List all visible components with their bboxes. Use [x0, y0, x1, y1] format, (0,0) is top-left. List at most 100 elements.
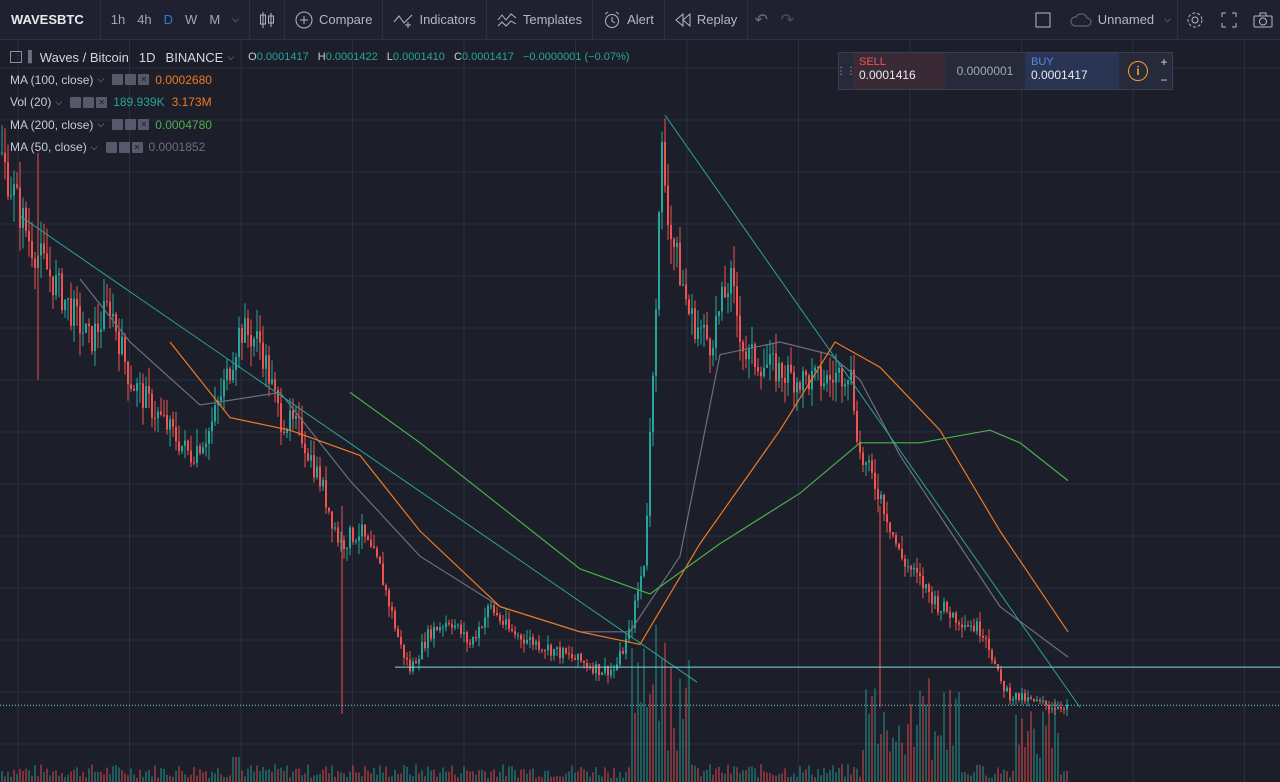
- volume-bar: [628, 767, 630, 782]
- gear-icon[interactable]: [125, 74, 137, 86]
- info-button[interactable]: i: [1119, 53, 1157, 89]
- candle-body: [313, 455, 315, 478]
- candle-body: [925, 584, 927, 589]
- volume-bar: [907, 724, 909, 782]
- drag-handle-icon[interactable]: ⋮⋮: [836, 65, 856, 77]
- volume-bar: [565, 773, 567, 782]
- volume-bar: [250, 765, 252, 782]
- buy-button[interactable]: BUY 0.0001417: [1025, 53, 1119, 89]
- timeframe-w[interactable]: W: [185, 12, 198, 27]
- redo-icon[interactable]: ↷: [780, 11, 794, 29]
- candle-body: [619, 651, 621, 665]
- eye-icon[interactable]: [105, 141, 117, 153]
- chevron-down-icon[interactable]: ⌵: [90, 141, 98, 152]
- compare-button[interactable]: Compare: [285, 0, 382, 39]
- volume-bar: [802, 772, 804, 782]
- candle-body: [268, 355, 270, 384]
- candle-body: [781, 362, 783, 378]
- indicator-name[interactable]: MA (200, close): [10, 117, 94, 132]
- candles-icon[interactable]: [250, 0, 284, 39]
- indicators-button[interactable]: Indicators: [383, 0, 485, 39]
- chevron-down-icon[interactable]: ⌵: [97, 74, 105, 85]
- volume-bar: [28, 770, 30, 782]
- indicator-legend-vol: Vol (20) ⌵ ✕ 189.939K 3.173M: [10, 91, 635, 114]
- select-layout-icon[interactable]: [1026, 0, 1060, 39]
- chevron-down-icon[interactable]: ⌵: [232, 14, 239, 24]
- candle-body: [343, 540, 345, 550]
- camera-icon[interactable]: [1246, 0, 1280, 39]
- close-icon[interactable]: ✕: [96, 96, 108, 108]
- undo-icon[interactable]: ↶: [754, 11, 768, 29]
- candle-body: [1066, 704, 1068, 710]
- replay-button[interactable]: Replay: [665, 0, 747, 39]
- volume-bar: [583, 769, 585, 782]
- indicator-name[interactable]: Vol (20): [10, 95, 52, 110]
- volume-bar: [253, 771, 255, 782]
- timeframe-m[interactable]: M: [209, 12, 221, 27]
- volume-bar: [220, 774, 222, 782]
- chevron-down-icon[interactable]: ⌵: [227, 51, 235, 62]
- volume-bar: [643, 648, 645, 782]
- volume-bar: [382, 772, 384, 782]
- timeframe-4h[interactable]: 4h: [137, 12, 152, 27]
- templates-icon: [497, 12, 517, 27]
- candle-body: [895, 535, 897, 544]
- volume-bar: [196, 775, 198, 782]
- volume-bar: [160, 768, 162, 782]
- volume-bar: [778, 774, 780, 782]
- price-chart[interactable]: [0, 40, 1280, 782]
- candle-body: [988, 638, 990, 651]
- gear-icon[interactable]: [83, 96, 95, 108]
- minus-button[interactable]: −: [1160, 73, 1168, 87]
- gear-icon[interactable]: [125, 119, 137, 131]
- plus-button[interactable]: +: [1160, 55, 1168, 69]
- layout-name-button[interactable]: Unnamed ⌵: [1060, 0, 1177, 39]
- candle-body: [97, 323, 99, 332]
- candle-body: [40, 243, 42, 256]
- collapse-icon[interactable]: [10, 51, 22, 64]
- close-icon[interactable]: ✕: [138, 74, 150, 86]
- divider: [284, 0, 285, 39]
- eye-icon[interactable]: [70, 96, 82, 108]
- indicator-value: 0.0001852: [148, 140, 206, 155]
- volume-bar: [115, 765, 117, 782]
- gear-icon[interactable]: [118, 141, 130, 153]
- close-icon[interactable]: ✕: [131, 141, 143, 153]
- eye-icon[interactable]: [112, 74, 124, 86]
- volume-bar: [1033, 728, 1035, 782]
- volume-bar: [1, 771, 3, 782]
- volume-bar: [286, 765, 288, 782]
- sell-button[interactable]: SELL 0.0001416: [853, 53, 945, 89]
- chevron-down-icon[interactable]: ⌵: [97, 119, 105, 130]
- candle-body: [793, 372, 795, 393]
- gear-icon[interactable]: [1178, 0, 1212, 39]
- symbol-search[interactable]: WAVESBTC: [11, 12, 84, 27]
- volume-bar: [904, 754, 906, 782]
- volume-bar: [478, 770, 480, 782]
- candle-body: [667, 185, 669, 225]
- candle-body: [277, 389, 279, 404]
- candle-body: [508, 619, 510, 630]
- candle-body: [4, 152, 6, 163]
- timeframe-1h[interactable]: 1h: [110, 12, 126, 27]
- exchange-label: BINANCE: [165, 49, 224, 65]
- close-icon[interactable]: ✕: [138, 119, 150, 131]
- templates-button[interactable]: Templates: [487, 0, 592, 39]
- indicator-name[interactable]: MA (100, close): [10, 72, 94, 87]
- indicator-name[interactable]: MA (50, close): [10, 140, 87, 155]
- candle-body: [1012, 698, 1014, 701]
- alert-button[interactable]: Alert: [593, 0, 664, 39]
- candle-body: [172, 419, 174, 427]
- candle-body: [565, 648, 567, 654]
- fullscreen-icon[interactable]: [1212, 0, 1246, 39]
- volume-bar: [988, 777, 990, 782]
- symbol-title[interactable]: Waves / Bitcoin: [39, 49, 129, 65]
- volume-bar: [244, 776, 246, 782]
- eye-icon[interactable]: [112, 119, 124, 131]
- chevron-down-icon[interactable]: ⌵: [55, 96, 63, 107]
- candle-body: [145, 385, 147, 408]
- volume-bar: [1009, 777, 1011, 782]
- volume-bar: [79, 776, 81, 782]
- volume-bar: [481, 769, 483, 782]
- timeframe-d[interactable]: D: [163, 12, 174, 27]
